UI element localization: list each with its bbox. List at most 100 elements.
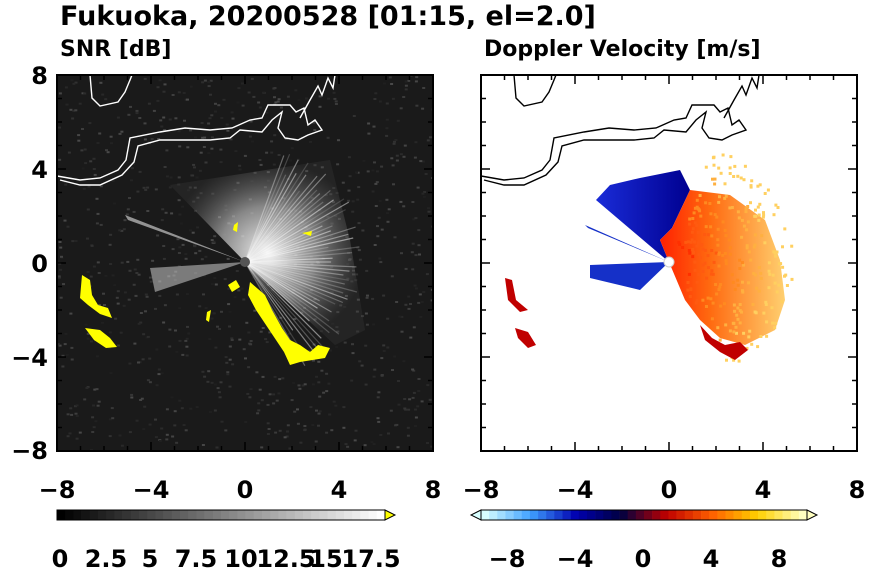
snr-noise-speck	[158, 294, 162, 297]
snr-noise-speck	[224, 356, 228, 359]
snr-noise-speck	[184, 339, 188, 342]
snr-noise-speck	[356, 246, 360, 249]
snr-noise-speck	[427, 207, 430, 210]
snr-noise-speck	[226, 371, 230, 374]
snr-noise-speck	[210, 147, 214, 150]
snr-noise-speck	[257, 409, 261, 412]
snr-noise-speck	[318, 395, 322, 398]
snr-colorbar-cell	[221, 510, 230, 520]
snr-echo-ray	[244, 252, 353, 263]
doppler-speckle-cell	[687, 249, 691, 252]
doppler-colorbar-label: 8	[771, 545, 788, 570]
snr-echo-ray	[244, 190, 300, 263]
snr-noise-speck	[256, 412, 260, 415]
doppler-speckle-cell	[759, 271, 763, 275]
doppler-colorbar-cell	[701, 510, 710, 520]
snr-noise-speck	[156, 99, 160, 102]
snr-noise-speck	[230, 339, 234, 341]
doppler-speckle-cell	[700, 243, 704, 247]
doppler-speckle-cell	[738, 303, 742, 306]
snr-noise-speck	[184, 257, 188, 260]
snr-noise-speck	[377, 391, 381, 394]
snr-noise-speck	[66, 435, 70, 438]
snr-echo-ray	[244, 261, 330, 334]
snr-noise-speck	[328, 349, 332, 352]
doppler-speckle-cell	[711, 301, 715, 305]
snr-noise-speck	[175, 441, 179, 444]
snr-noise-speck	[402, 360, 406, 363]
doppler-speckle-cell	[732, 358, 736, 362]
snr-noise-speck	[391, 369, 394, 371]
doppler-speckle-cell	[704, 201, 708, 205]
doppler-coastline-harbor	[723, 75, 760, 119]
doppler-speckle-cell	[757, 289, 761, 293]
snr-noise-speck	[160, 427, 164, 430]
snr-noise-speck	[228, 310, 232, 313]
snr-noise-speck	[81, 167, 85, 170]
snr-noise-speck	[378, 257, 382, 260]
doppler-speckle-cell	[716, 326, 720, 330]
snr-colorbar-extend-max	[384, 509, 397, 521]
doppler-speckle-cell	[717, 252, 721, 256]
snr-noise-speck	[406, 434, 410, 437]
snr-noise-speck	[183, 119, 186, 122]
doppler-speckle-cell	[736, 278, 740, 282]
doppler-clutter-southeast	[700, 325, 748, 360]
snr-noise-speck	[62, 283, 65, 286]
snr-noise-speck	[108, 418, 112, 421]
snr-noise-speck	[113, 284, 117, 287]
snr-noise-speck	[163, 83, 167, 86]
doppler-speckle-cell	[780, 300, 784, 304]
snr-noise-speck	[81, 92, 85, 95]
snr-noise-speck	[260, 446, 264, 449]
snr-noise-speck	[399, 200, 403, 203]
doppler-xtick-label: 4	[755, 476, 772, 504]
snr-noise-speck	[137, 273, 141, 276]
doppler-colorbar-extend-min	[469, 509, 482, 521]
doppler-speckle-cell	[709, 225, 713, 229]
snr-noise-speck	[120, 261, 124, 264]
snr-noise-speck	[270, 140, 274, 143]
snr-noise-speck	[82, 187, 86, 190]
snr-noise-speck	[235, 270, 239, 272]
snr-noise-speck	[191, 174, 195, 177]
snr-noise-speck	[86, 271, 90, 273]
snr-noise-speck	[423, 191, 427, 193]
snr-noise-speck	[385, 102, 389, 105]
snr-noise-speck	[406, 426, 410, 429]
snr-noise-speck	[421, 192, 425, 195]
doppler-colorbar-frame	[480, 509, 808, 521]
snr-noise-speck	[162, 321, 166, 324]
snr-echo-ray	[244, 189, 318, 263]
snr-noise-speck	[428, 398, 432, 401]
snr-noise-speck	[286, 424, 290, 427]
snr-clutter-dot-1	[206, 310, 211, 322]
snr-noise-speck	[168, 118, 172, 121]
doppler-speckle-cell	[714, 251, 718, 255]
snr-noise-speck	[248, 396, 252, 399]
doppler-colorbar-cell	[489, 510, 498, 520]
doppler-speckle-cell	[758, 183, 762, 187]
snr-noise-speck	[84, 162, 88, 165]
doppler-speckle-cell	[697, 231, 700, 234]
snr-noise-speck	[242, 348, 246, 351]
doppler-speckle-cell	[692, 211, 696, 215]
snr-noise-speck	[277, 98, 281, 101]
snr-noise-speck	[75, 404, 79, 407]
snr-noise-speck	[403, 407, 407, 410]
snr-noise-speck	[171, 94, 175, 96]
snr-noise-speck	[286, 95, 290, 98]
snr-noise-speck	[111, 274, 115, 277]
snr-echo-ray	[244, 193, 321, 263]
snr-noise-speck	[198, 305, 202, 308]
doppler-speckle-cell	[772, 250, 776, 254]
snr-noise-speck	[376, 225, 379, 228]
snr-noise-speck	[386, 212, 389, 215]
doppler-colorbar-cell	[521, 510, 531, 520]
snr-noise-speck	[95, 355, 99, 358]
snr-noise-speck	[89, 275, 93, 278]
snr-noise-speck	[74, 109, 78, 112]
snr-noise-speck	[278, 429, 282, 432]
snr-noise-speck	[387, 208, 391, 211]
doppler-speckle-cell	[693, 240, 697, 244]
